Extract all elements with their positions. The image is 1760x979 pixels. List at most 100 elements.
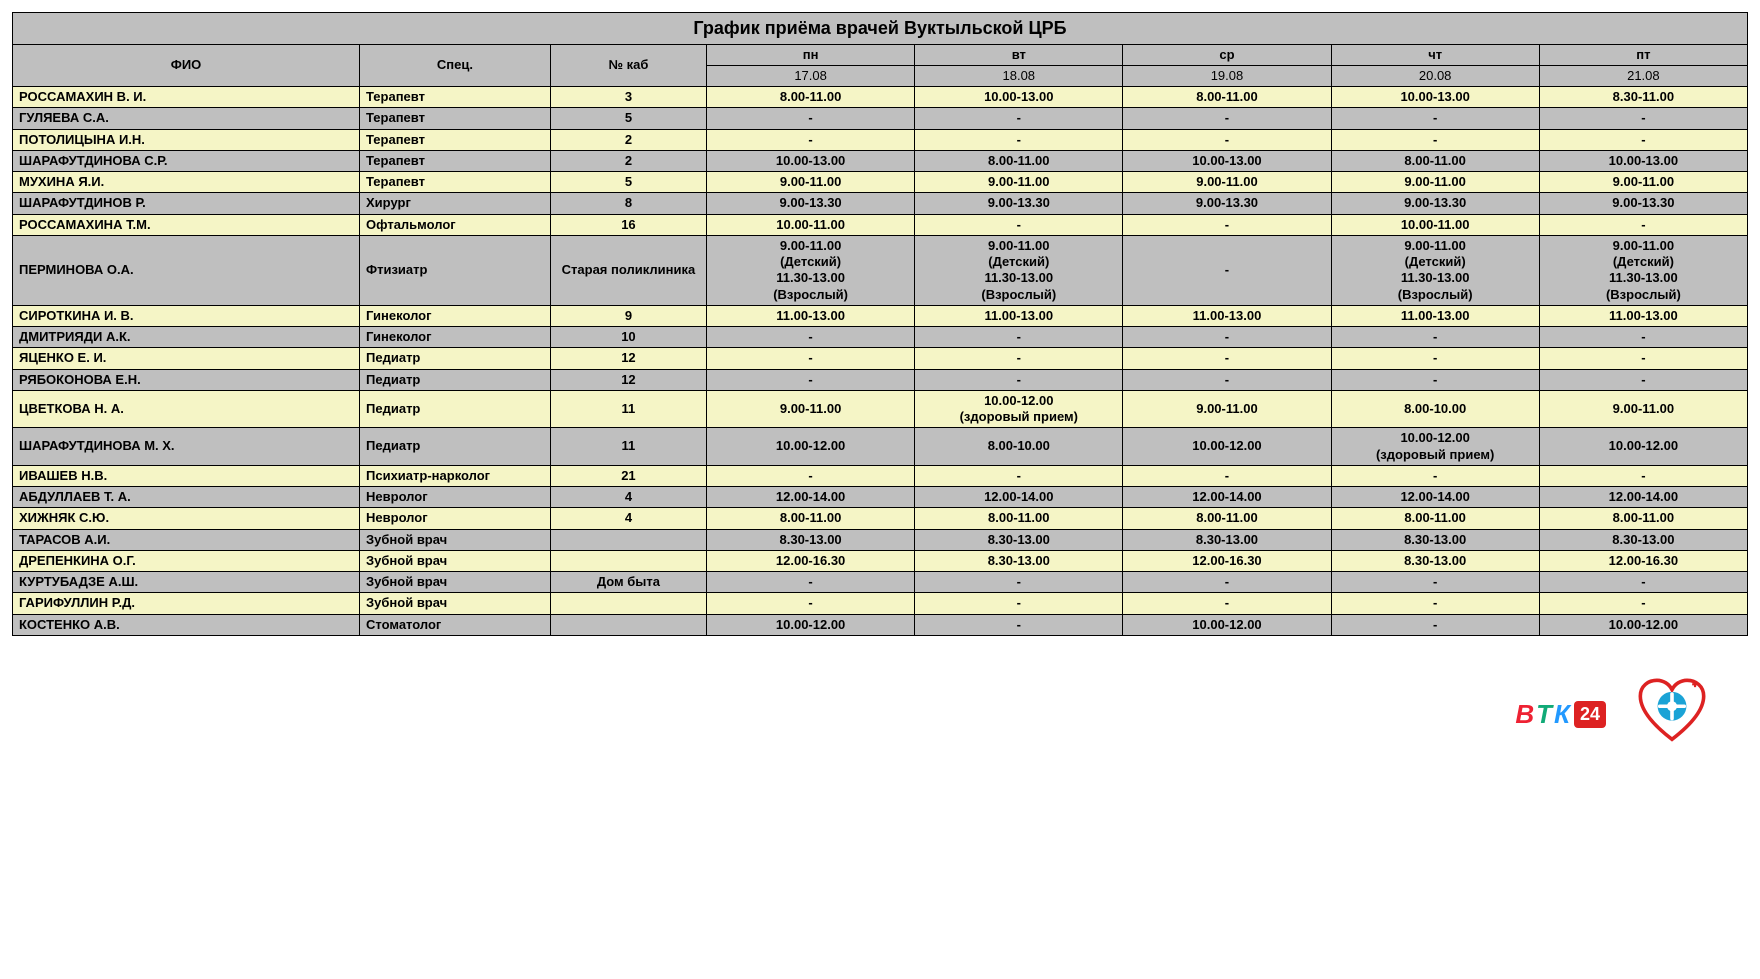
doctor-spec: Терапевт (360, 87, 551, 108)
col-header-day-1: вт (915, 44, 1123, 65)
schedule-cell: 8.30-13.00 (707, 529, 915, 550)
schedule-cell: 12.00-14.00 (1123, 487, 1331, 508)
doctor-room: 5 (550, 172, 706, 193)
table-row: КОСТЕНКО А.В.Стоматолог10.00-12.00-10.00… (13, 614, 1748, 635)
schedule-cell: - (1123, 465, 1331, 486)
schedule-cell: - (1539, 327, 1747, 348)
schedule-cell: 10.00-12.00 (1539, 614, 1747, 635)
schedule-cell: 8.30-11.00 (1539, 87, 1747, 108)
doctor-room: 2 (550, 150, 706, 171)
schedule-cell: 8.30-13.00 (1539, 529, 1747, 550)
schedule-cell: - (915, 572, 1123, 593)
schedule-cell: 11.00-13.00 (1331, 305, 1539, 326)
schedule-cell: - (1123, 235, 1331, 305)
doctor-spec: Невролог (360, 508, 551, 529)
schedule-cell: 10.00-12.00 (1123, 614, 1331, 635)
schedule-cell: 8.00-11.00 (707, 508, 915, 529)
doctor-room: 3 (550, 87, 706, 108)
table-row: ХИЖНЯК С.Ю.Невролог48.00-11.008.00-11.00… (13, 508, 1748, 529)
doctor-name: МУХИНА Я.И. (13, 172, 360, 193)
schedule-cell: - (1539, 572, 1747, 593)
doctor-room: 9 (550, 305, 706, 326)
doctor-name: ГАРИФУЛЛИН Р.Д. (13, 593, 360, 614)
schedule-cell: 10.00-12.00 (707, 614, 915, 635)
schedule-cell: 9.00-11.00 (Детский) 11.30-13.00 (Взросл… (707, 235, 915, 305)
doctor-room: 5 (550, 108, 706, 129)
schedule-cell: - (1539, 465, 1747, 486)
doctor-room: 21 (550, 465, 706, 486)
doctor-room: 12 (550, 369, 706, 390)
table-row: ИВАШЕВ Н.В.Психиатр-нарколог21----- (13, 465, 1748, 486)
schedule-cell: 8.00-11.00 (1331, 150, 1539, 171)
table-row: ШАРАФУТДИНОВА С.Р.Терапевт210.00-13.008.… (13, 150, 1748, 171)
schedule-cell: 8.00-11.00 (1539, 508, 1747, 529)
doctor-spec: Зубной врач (360, 593, 551, 614)
schedule-cell: 10.00-13.00 (707, 150, 915, 171)
schedule-cell: - (915, 108, 1123, 129)
btk-number: 24 (1574, 701, 1606, 728)
doctor-spec: Стоматолог (360, 614, 551, 635)
schedule-cell: - (707, 348, 915, 369)
doctor-spec: Офтальмолог (360, 214, 551, 235)
doctor-name: ШАРАФУТДИНОВА М. Х. (13, 428, 360, 466)
schedule-cell: - (1123, 108, 1331, 129)
doctor-room (550, 550, 706, 571)
schedule-cell: 12.00-14.00 (1331, 487, 1539, 508)
col-header-spec: Спец. (360, 44, 551, 87)
col-header-date-4: 21.08 (1539, 65, 1747, 86)
doctor-room: Старая поликлиника (550, 235, 706, 305)
doctor-name: КОСТЕНКО А.В. (13, 614, 360, 635)
schedule-cell: 8.00-11.00 (915, 508, 1123, 529)
doctor-room: 11 (550, 428, 706, 466)
col-header-date-3: 20.08 (1331, 65, 1539, 86)
table-row: ПЕРМИНОВА О.А.ФтизиатрСтарая поликлиника… (13, 235, 1748, 305)
schedule-cell: 10.00-11.00 (707, 214, 915, 235)
doctor-spec: Терапевт (360, 172, 551, 193)
col-header-day-4: пт (1539, 44, 1747, 65)
schedule-cell: 9.00-11.00 (Детский) 11.30-13.00 (Взросл… (1331, 235, 1539, 305)
schedule-cell: 9.00-13.30 (1331, 193, 1539, 214)
doctor-spec: Психиатр-нарколог (360, 465, 551, 486)
table-row: ЯЦЕНКО Е. И.Педиатр12----- (13, 348, 1748, 369)
schedule-cell: 8.30-13.00 (1331, 550, 1539, 571)
doctor-room: 16 (550, 214, 706, 235)
schedule-cell: 10.00-12.00 (1539, 428, 1747, 466)
schedule-cell: - (1331, 593, 1539, 614)
doctor-room: 4 (550, 508, 706, 529)
schedule-cell: 8.00-10.00 (1331, 390, 1539, 428)
doctor-room: Дом быта (550, 572, 706, 593)
schedule-cell: - (1539, 369, 1747, 390)
doctor-name: РОССАМАХИНА Т.М. (13, 214, 360, 235)
doctor-spec: Терапевт (360, 150, 551, 171)
table-row: РЯБОКОНОВА Е.Н.Педиатр12----- (13, 369, 1748, 390)
schedule-cell: 9.00-11.00 (1123, 390, 1331, 428)
schedule-cell: 11.00-13.00 (707, 305, 915, 326)
schedule-cell: 12.00-14.00 (915, 487, 1123, 508)
doctor-room: 10 (550, 327, 706, 348)
schedule-cell: 8.00-11.00 (1123, 87, 1331, 108)
schedule-cell: - (707, 369, 915, 390)
schedule-cell: 9.00-11.00 (707, 390, 915, 428)
schedule-cell: 10.00-13.00 (1539, 150, 1747, 171)
doctor-room: 12 (550, 348, 706, 369)
schedule-cell: - (707, 465, 915, 486)
doctor-name: СИРОТКИНА И. В. (13, 305, 360, 326)
schedule-cell: 9.00-11.00 (Детский) 11.30-13.00 (Взросл… (915, 235, 1123, 305)
doctor-name: ПОТОЛИЦЫНА И.Н. (13, 129, 360, 150)
schedule-cell: - (1331, 369, 1539, 390)
doctor-room (550, 529, 706, 550)
doctor-name: АБДУЛЛАЕВ Т. А. (13, 487, 360, 508)
schedule-cell: 8.30-13.00 (915, 529, 1123, 550)
schedule-cell: 9.00-13.30 (1123, 193, 1331, 214)
col-header-day-3: чт (1331, 44, 1539, 65)
schedule-cell: - (707, 108, 915, 129)
schedule-cell: - (915, 348, 1123, 369)
table-row: ТАРАСОВ А.И.Зубной врач8.30-13.008.30-13… (13, 529, 1748, 550)
col-header-date-2: 19.08 (1123, 65, 1331, 86)
table-row: МУХИНА Я.И.Терапевт59.00-11.009.00-11.00… (13, 172, 1748, 193)
schedule-cell: 10.00-13.00 (915, 87, 1123, 108)
schedule-cell: - (1539, 593, 1747, 614)
table-row: РОССАМАХИН В. И.Терапевт38.00-11.0010.00… (13, 87, 1748, 108)
schedule-cell: - (915, 614, 1123, 635)
schedule-cell: 12.00-14.00 (1539, 487, 1747, 508)
